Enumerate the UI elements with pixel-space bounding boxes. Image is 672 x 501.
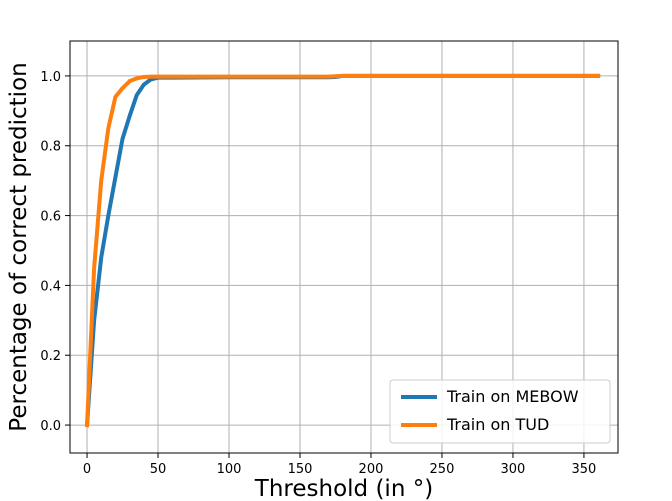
- x-tick-label: 200: [359, 462, 384, 477]
- x-tick-label: 350: [572, 462, 597, 477]
- y-tick-label: 1.0: [40, 70, 61, 85]
- legend: Train on MEBOW Train on TUD: [389, 379, 611, 444]
- legend-label-tud: Train on TUD: [446, 415, 549, 434]
- x-tick-label: 100: [217, 462, 242, 477]
- legend-label-mebow: Train on MEBOW: [446, 387, 579, 406]
- x-tick-label: 300: [501, 462, 526, 477]
- x-tick-label: 50: [150, 462, 167, 477]
- y-tick-label: 0.0: [40, 419, 61, 434]
- y-tick-label: 0.2: [40, 349, 61, 364]
- y-tick-label: 0.6: [40, 210, 61, 225]
- x-tick-label: 150: [288, 462, 313, 477]
- y-tick-label: 0.4: [40, 279, 61, 294]
- x-axis-label: Threshold (in °): [254, 476, 433, 501]
- y-axis-label: Percentage of correct prediction: [6, 62, 32, 431]
- y-tick-label: 0.8: [40, 140, 61, 155]
- series-lines: [84, 73, 601, 428]
- plot-frame: [69, 40, 619, 454]
- x-tick-label: 0: [83, 462, 91, 477]
- x-tick-label: 250: [430, 462, 455, 477]
- legend-box: [389, 379, 611, 444]
- axis-ticks: 0 50 100 150 200 250 300 350 0.0 0.2 0.4 0.6 0.8 1.0: [40, 70, 596, 477]
- series-line-tud: [84, 73, 601, 428]
